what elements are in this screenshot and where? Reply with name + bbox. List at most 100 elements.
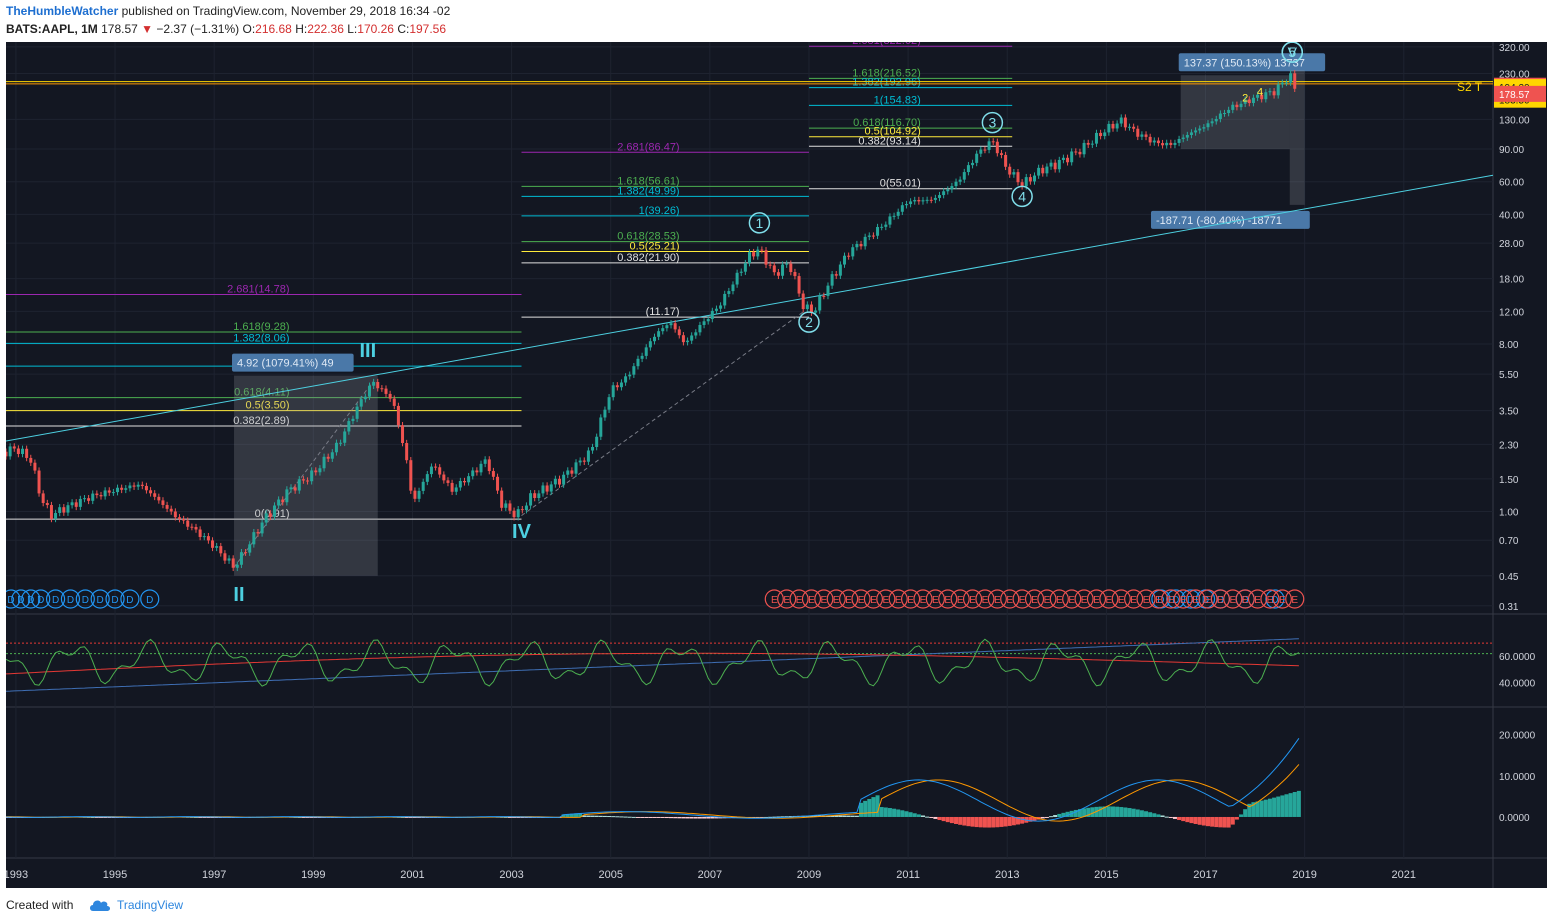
candle-body [611,385,615,398]
candle-body [1070,151,1074,163]
candle-body [582,460,586,462]
candle-body [1214,118,1218,122]
candle-body [743,263,747,272]
earnings-marker [814,589,834,609]
fib-level-label: 0.618(116.70) [853,117,921,129]
macd-histogram-bar [404,816,409,818]
macd-histogram-bar [879,807,884,817]
candle-body [446,480,450,483]
wave-connector [521,310,805,517]
macd-histogram-bar [1230,816,1235,825]
candle-body [1119,117,1123,124]
trading-chart[interactable]: 2.681(14.78)1.618(9.28)1.382(8.06)1(6.08… [6,42,1547,888]
macd-histogram-bar [764,816,769,818]
macd-histogram-bar [772,816,777,818]
fib-level-label: (11.17) [646,306,680,318]
candle-body [322,456,326,469]
high-label: H: [295,22,308,36]
y-tick-label: 12.00 [1499,307,1524,318]
macd-histogram-bar [1181,816,1186,822]
earnings-marker [851,589,871,609]
candle-body [99,495,103,497]
macd-histogram-bar [652,816,657,818]
macd-histogram-bar [933,816,938,819]
macd-histogram-bar [768,816,773,818]
author-link[interactable]: TheHumbleWatcher [6,4,119,18]
macd-histogram-bar [1239,814,1244,817]
candle-body [29,457,33,463]
grid-lines [6,42,1547,888]
dividend-marker-label: D [52,595,59,606]
candle-body [867,235,871,237]
candle-body [1008,166,1012,175]
macd-histogram-bar [916,814,921,817]
y-tick-label: 230.00 [1499,69,1530,80]
candle-body [1284,82,1288,84]
earnings-marker-label: E [1217,595,1224,606]
candle-body [1012,172,1016,175]
earnings-marker [1049,589,1069,609]
fib-level-label: 2.681(14.78) [227,284,289,296]
rsi-slow-line [6,638,1299,692]
candle-body [925,199,929,201]
candle-body [822,295,826,297]
candle-body [1066,157,1070,163]
candle-body [1260,94,1264,100]
macd-histogram-bar [1015,816,1020,825]
candle-body [306,480,310,482]
candle-body [182,519,186,521]
dividend-marker-label: D [1242,595,1249,606]
candle-body [962,172,966,180]
macd-histogram-bar [710,816,715,819]
candle-body [1256,94,1260,98]
candle-body [1247,99,1251,104]
candle-body [690,335,694,341]
candle-body [1161,143,1165,146]
candle-body [268,513,272,517]
macd-histogram-bar [313,816,318,818]
fib-level-label: 0.382(93.14) [858,135,920,147]
macd-histogram-bar [681,816,686,819]
candle-body [405,443,409,461]
candle-body [694,332,698,336]
dividend-marker-label: D [27,595,34,606]
candle-body [132,485,136,487]
candle-body [1152,140,1156,143]
candle-body [686,340,690,343]
candle-body [557,478,561,485]
candle-body [1173,142,1177,145]
macd-histogram-bar [507,816,512,818]
candle-body [772,265,776,273]
candle-body [512,510,516,518]
fib-level-label: 0.5(25.21) [629,241,679,253]
x-tick-label: 2009 [797,869,821,881]
candle-body [727,291,731,294]
macd-histogram-bar [871,797,876,817]
fib-level-label: 1.382(8.06) [233,332,289,344]
candle-body [347,421,351,432]
macd-histogram-bar [1003,816,1008,827]
earnings-marker-label: E [907,595,914,606]
earnings-marker [1173,589,1193,609]
candle-body [677,329,681,336]
dividend-marker [120,589,140,609]
macd-histogram-bar [863,800,868,817]
candle-body [248,544,252,553]
fib-level-label: 2.681(322.62) [852,42,921,47]
fib-level-label: 1.382(49.99) [617,185,679,197]
candle-body [66,505,70,513]
earnings-marker [1235,589,1255,609]
chart-footer: Created with TradingView [0,889,1551,922]
candle-body [603,409,607,418]
candle-body [231,558,235,568]
fib-level-label: 1.382(192.96) [852,77,921,89]
candle-body [149,490,153,494]
candle-body [1293,73,1297,89]
candle-body [776,272,780,276]
dividend-marker-label: D [17,595,24,606]
tradingview-link[interactable]: TradingView [117,898,184,912]
candle-body [16,448,20,454]
candle-body [607,397,611,410]
candle-body [41,493,45,504]
candle-body [1057,159,1061,170]
